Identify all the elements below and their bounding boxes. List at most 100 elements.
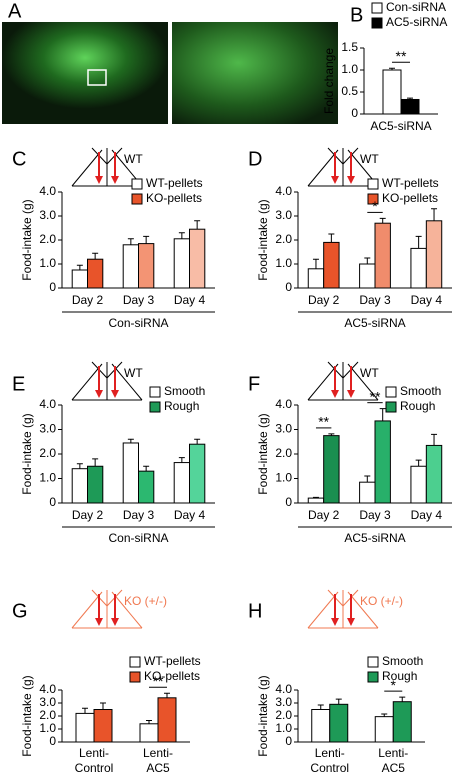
y-tick-label: 1.0 [275,256,292,270]
y-axis-label: Food-intake (g) [256,413,270,494]
y-tick-label: 4.0 [275,184,292,198]
error-bar [379,217,386,224]
x-axis-label: Con-siRNA [108,531,168,545]
schematic-arrow [95,618,103,626]
legend-label: KO-pellets [144,669,200,683]
y-tick-label: 3.0 [275,422,292,436]
significance-label: ** [396,48,407,64]
error-bar [143,235,150,244]
schematic-arrow [111,618,119,626]
legend-swatch [367,671,379,683]
x-axis-label: Con-siRNA [108,316,168,330]
error-bar [100,702,106,710]
bar [173,238,190,289]
x-tick-label: Lenti- [79,746,109,760]
error-bar [146,720,152,724]
error-bar [178,457,185,463]
x-tick-label: Lenti- [315,746,345,760]
y-tick-label: 2.0 [39,446,56,460]
bar [93,709,113,743]
schematic-arrow [347,618,355,626]
bar [71,468,88,504]
bar [374,420,391,504]
legend-label: Rough [400,399,435,413]
legend-label: WT-pellets [382,176,439,190]
error-bar [415,459,422,467]
schematic-label: WT [124,152,143,166]
schematic-line [111,363,143,401]
error-bar [127,438,134,443]
y-tick-label: 4.0 [39,184,56,198]
x-tick-label: Day 4 [411,293,443,307]
schematic-arrow [331,618,339,626]
schematic-arrow [111,176,119,184]
y-tick-label: 0 [285,495,292,509]
y-tick-label: 1.0 [341,62,358,76]
y-tick-label: 0 [285,280,292,294]
error-bar [389,67,395,70]
y-tick-label: 2.0 [275,446,292,460]
bar [323,435,340,504]
significance-label: ** [153,673,164,689]
bar [87,465,104,504]
y-tick-label: 1.5 [341,40,358,54]
y-tick-label: 2.0 [275,708,292,722]
bar [157,697,177,743]
significance-label: * [391,677,397,693]
panel-letter: F [248,373,260,395]
bar [374,716,394,743]
y-tick-label: 4.0 [275,397,292,411]
inset-box [87,69,107,86]
error-bar [415,235,422,249]
error-bar [328,233,335,243]
error-bar [431,433,438,446]
schematic-arrow [95,390,103,398]
x-tick-label: Day 4 [411,508,443,522]
legend-swatch [367,656,379,668]
bar [138,470,155,504]
micrograph-low [2,22,168,124]
y-tick-label: 4.0 [39,682,56,696]
error-bar [312,496,319,499]
y-axis-label: Food-intake (g) [20,675,34,756]
schematic-arrow [111,390,119,398]
legend-label: WT-pellets [144,654,201,668]
schematic-label: KO (+/-) [124,594,167,608]
schematic-line [307,149,339,187]
error-bar [328,433,335,436]
x-tick-label: Day 3 [359,293,391,307]
bar [400,98,420,115]
x-tick-label: Day 2 [72,508,104,522]
schematic-line [307,363,339,401]
y-tick-label: 0 [285,734,292,748]
bar [311,709,331,743]
bar [138,243,155,289]
schematic-label: WT [124,366,143,380]
y-tick-label: 3.0 [275,695,292,709]
legend-swatch [371,17,383,29]
y-tick-label: 1.0 [39,256,56,270]
schematic-line [71,591,103,629]
y-tick-label: 2.0 [39,708,56,722]
bar [189,228,206,289]
bar [359,481,376,504]
legend-label: Smooth [400,384,441,398]
x-tick-label: Day 2 [308,293,340,307]
bar [329,703,349,743]
significance-label: ** [370,388,381,404]
bar [75,712,95,743]
bar [410,247,427,289]
x-tick-label: Lenti- [143,746,173,760]
x-tick-label: Day 2 [72,293,104,307]
schematic-arrow [347,176,355,184]
x-tick-label: AC5 [382,761,406,775]
error-bar [82,707,88,714]
x-axis-label: AC5-siRNA [344,316,405,330]
y-tick-label: 3.0 [39,208,56,222]
legend-swatch [131,178,143,190]
x-tick-label: Control [75,761,114,775]
x-tick-label: Day 3 [123,508,155,522]
x-tick-label: Day 4 [174,293,206,307]
error-bar [364,475,371,483]
